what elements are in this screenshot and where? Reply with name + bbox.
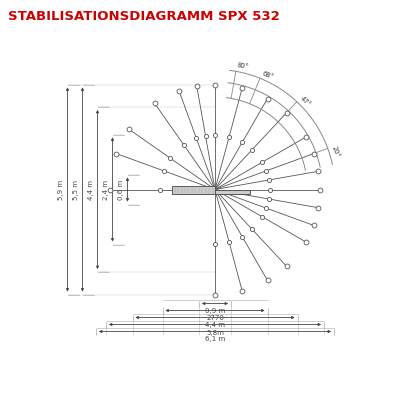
Text: 5,9 m: 5,9 m bbox=[58, 180, 64, 200]
FancyBboxPatch shape bbox=[215, 190, 250, 194]
Text: 6,1 m: 6,1 m bbox=[205, 336, 225, 342]
Text: 20°: 20° bbox=[330, 145, 340, 158]
Text: 4,4 m: 4,4 m bbox=[88, 180, 94, 200]
Text: 5,8m: 5,8m bbox=[206, 330, 224, 336]
Text: 80°: 80° bbox=[236, 62, 249, 70]
Text: 4,4 m: 4,4 m bbox=[205, 322, 225, 328]
Text: 68°: 68° bbox=[261, 70, 274, 80]
Text: STABILISATIONSDIAGRAMM SPX 532: STABILISATIONSDIAGRAMM SPX 532 bbox=[8, 10, 280, 23]
Text: 0,9 m: 0,9 m bbox=[205, 308, 225, 314]
Text: 47°: 47° bbox=[299, 95, 312, 108]
Text: 5,5 m: 5,5 m bbox=[73, 180, 79, 200]
FancyBboxPatch shape bbox=[172, 186, 215, 194]
Text: 2,4 m: 2,4 m bbox=[103, 180, 109, 200]
Text: 0,6 m: 0,6 m bbox=[118, 179, 124, 200]
Text: 2770: 2770 bbox=[206, 316, 224, 322]
